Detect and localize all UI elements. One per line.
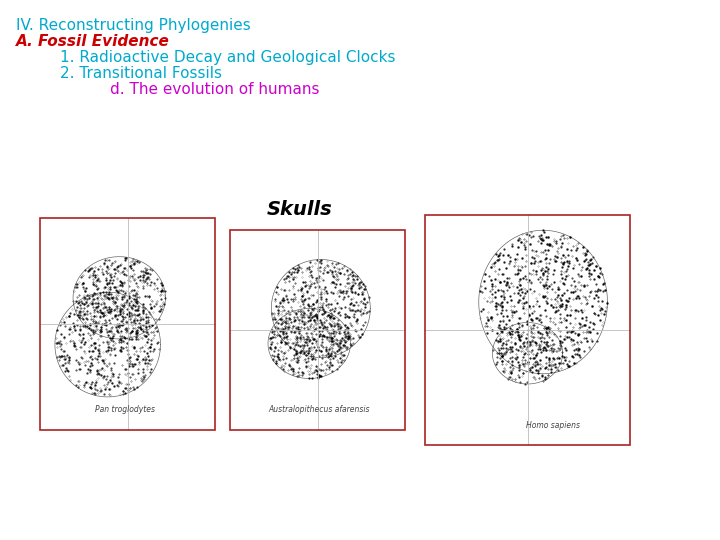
Bar bbox=[40, 218, 215, 430]
Text: 1. Radioactive Decay and Geological Clocks: 1. Radioactive Decay and Geological Cloc… bbox=[60, 50, 395, 65]
Bar bbox=[425, 215, 630, 445]
Bar bbox=[230, 230, 405, 430]
Text: d. The evolution of humans: d. The evolution of humans bbox=[110, 82, 320, 97]
Text: Australopithecus afarensis: Australopithecus afarensis bbox=[269, 405, 370, 414]
Text: 2. Transitional Fossils: 2. Transitional Fossils bbox=[60, 66, 222, 81]
Text: A. Fossil Evidence: A. Fossil Evidence bbox=[16, 34, 170, 49]
Text: Homo sapiens: Homo sapiens bbox=[526, 421, 580, 430]
Text: Pan troglodytes: Pan troglodytes bbox=[95, 405, 155, 414]
Text: Skulls: Skulls bbox=[267, 200, 333, 219]
Text: IV. Reconstructing Phylogenies: IV. Reconstructing Phylogenies bbox=[16, 18, 251, 33]
